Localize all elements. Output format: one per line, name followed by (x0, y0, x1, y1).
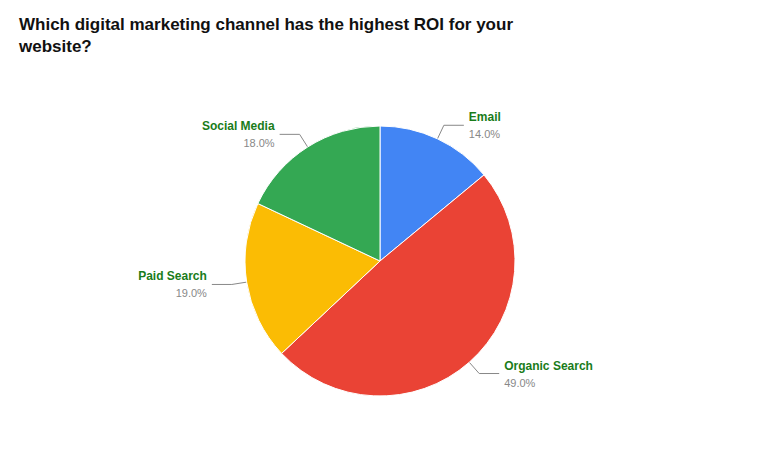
svg-text:19.0%: 19.0% (176, 287, 207, 299)
svg-text:49.0%: 49.0% (504, 377, 535, 389)
svg-text:Social Media: Social Media (202, 119, 275, 133)
svg-text:14.0%: 14.0% (469, 128, 500, 140)
svg-text:Email: Email (469, 110, 501, 124)
svg-text:Paid Search: Paid Search (138, 269, 207, 283)
svg-text:Which digital marketing channe: Which digital marketing channel has the … (19, 15, 513, 34)
svg-text:Organic Search: Organic Search (504, 359, 593, 373)
svg-text:18.0%: 18.0% (243, 137, 274, 149)
svg-text:website?: website? (18, 37, 92, 56)
